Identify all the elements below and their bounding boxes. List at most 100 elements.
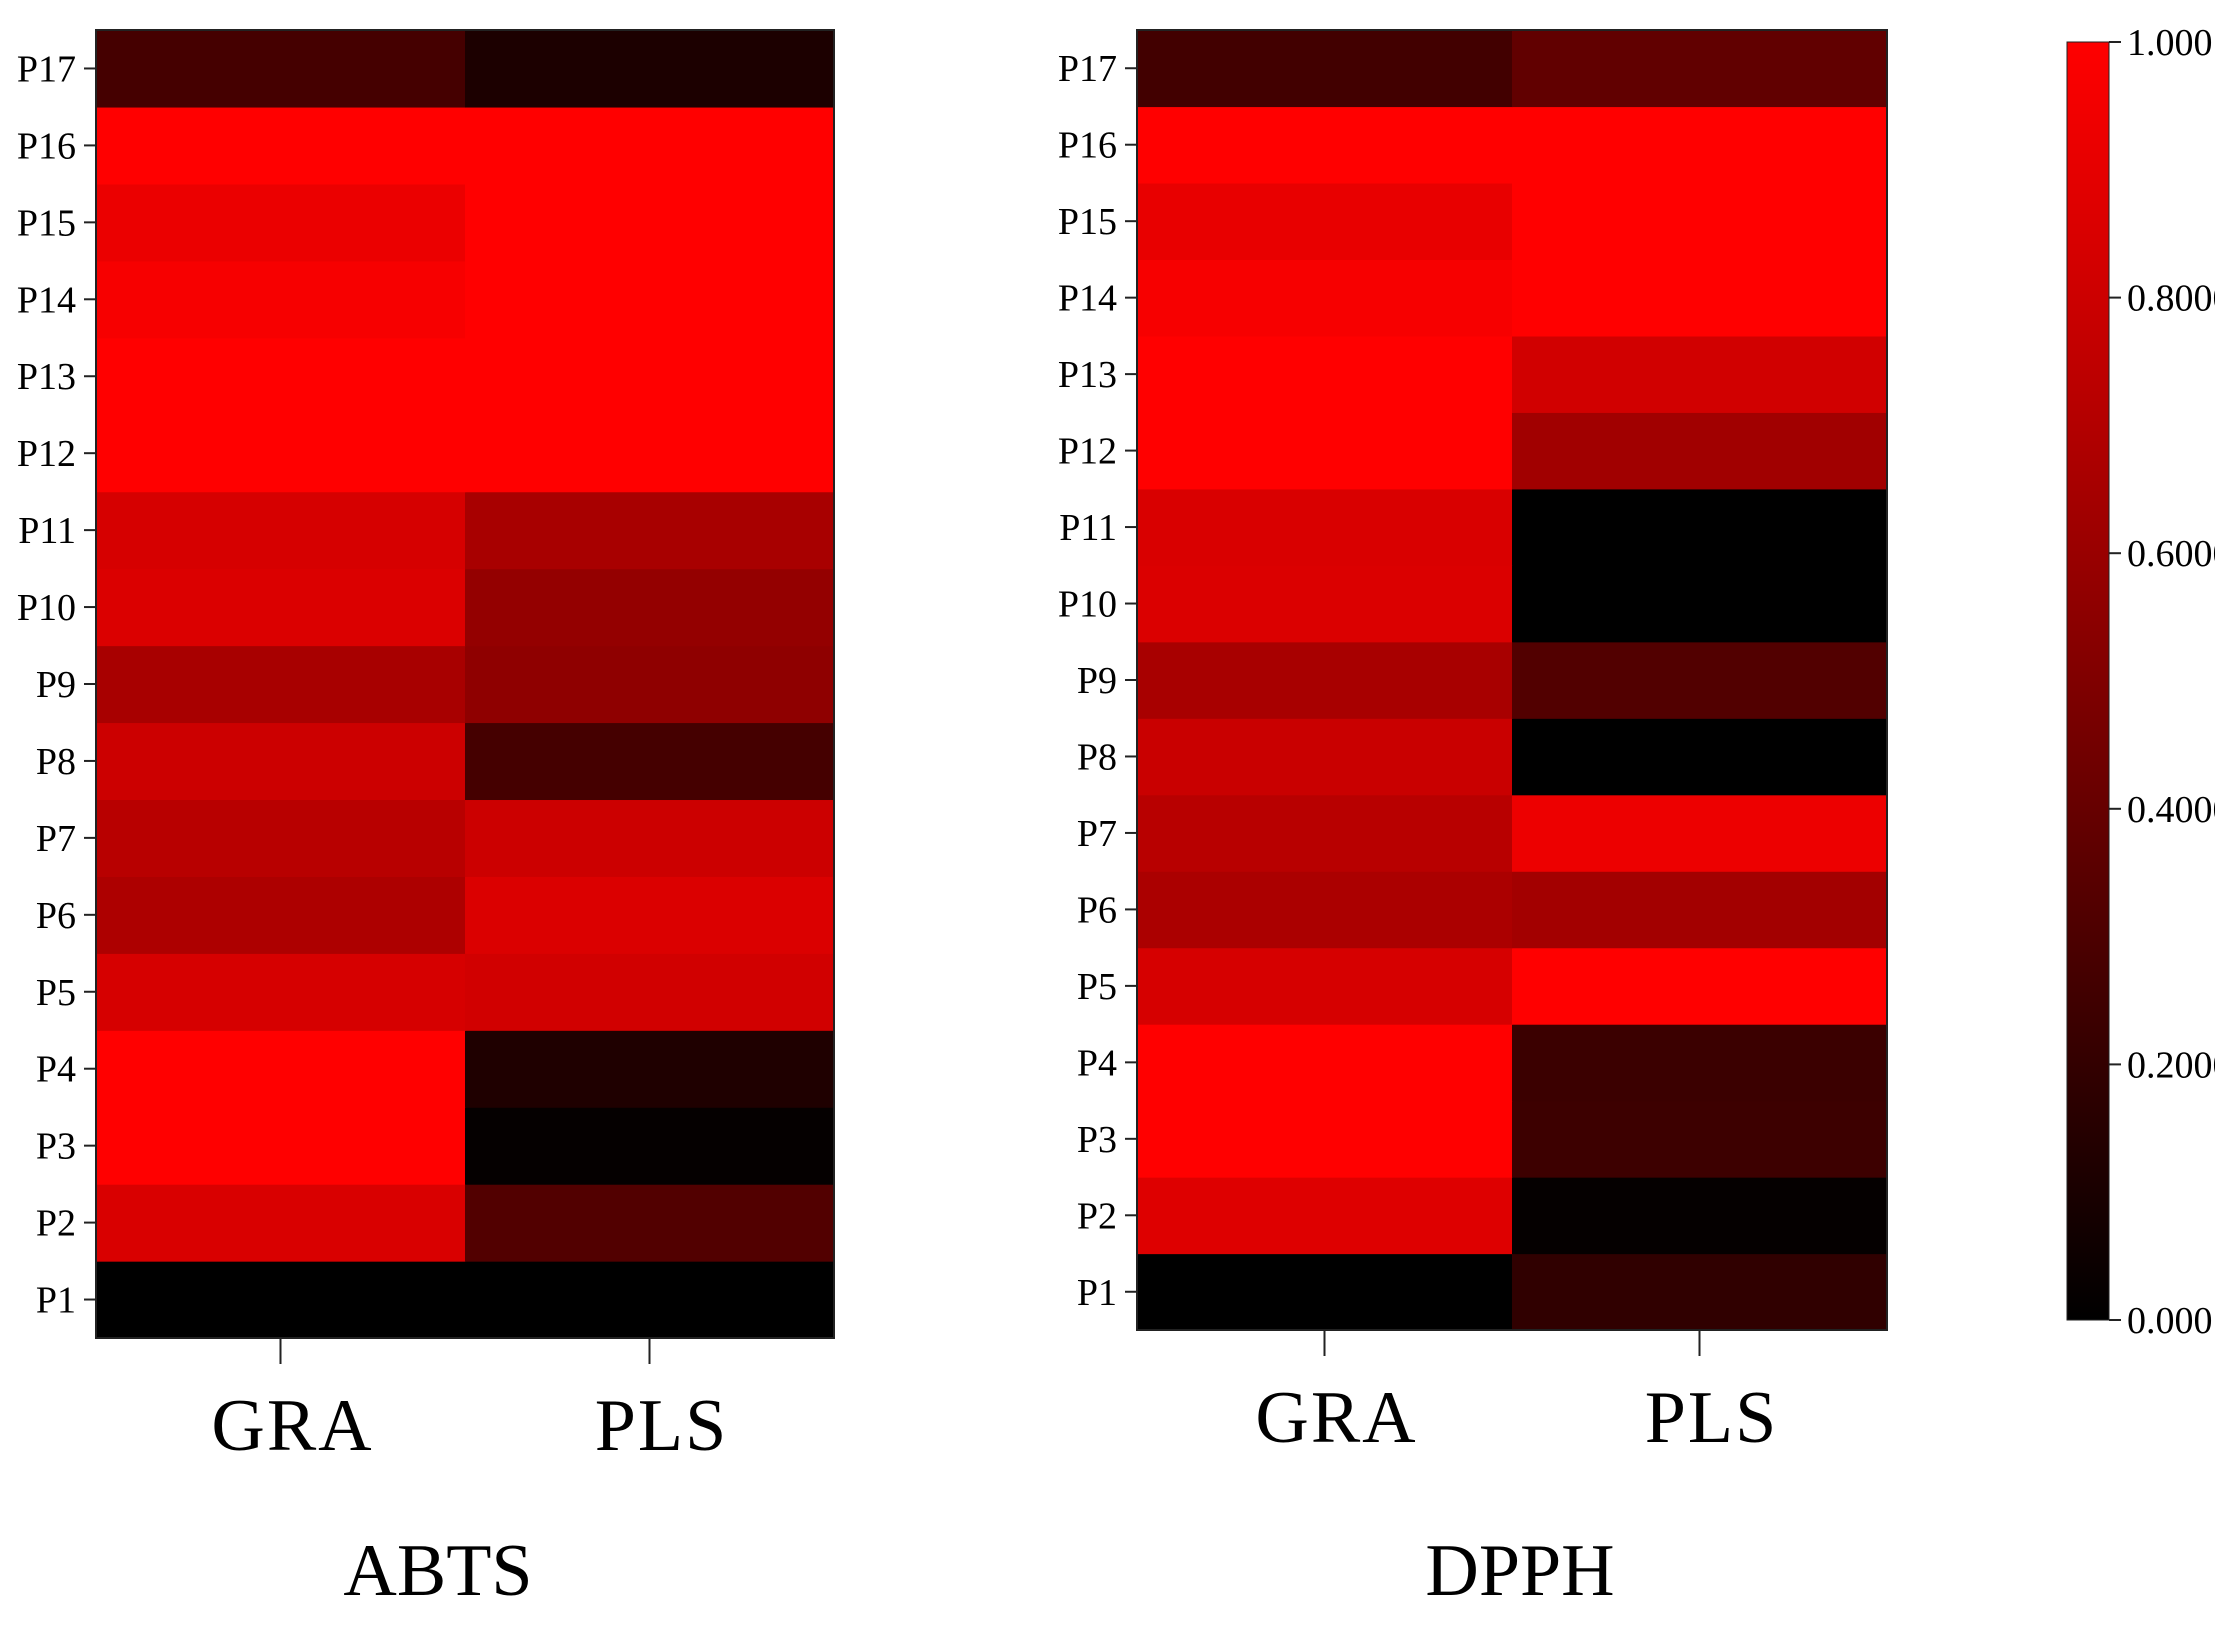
abts-cell-P6-PLS [465, 876, 835, 954]
dpph-column-label-GRA: GRA [1255, 1377, 1417, 1459]
dpph-cell-P14-PLS [1512, 259, 1888, 337]
dpph-row-label-P13: P13 [1058, 354, 1117, 396]
dpph-row-label-P15: P15 [1058, 201, 1117, 243]
colorbar-tick-label-4: 0.8000 [2127, 278, 2215, 320]
abts-cell-P2-GRA [96, 1184, 466, 1262]
dpph-cell-P14-GRA [1137, 259, 1513, 337]
dpph-row-label-P16: P16 [1058, 125, 1117, 167]
colorbar-gradient [2066, 41, 2110, 1321]
dpph-column-label-PLS: PLS [1645, 1377, 1779, 1459]
dpph-row-label-P4: P4 [1077, 1042, 1117, 1084]
abts-cell-P3-PLS [465, 1107, 835, 1185]
abts-cell-P7-GRA [96, 799, 466, 877]
dpph-cell-P1-PLS [1512, 1253, 1888, 1331]
dpph-cell-P4-PLS [1512, 1024, 1888, 1102]
dpph-cell-P7-GRA [1137, 794, 1513, 872]
dpph-cell-P3-GRA [1137, 1100, 1513, 1178]
abts-cell-P10-GRA [96, 568, 466, 647]
dpph-row-label-P17: P17 [1058, 48, 1117, 90]
dpph-cell-P15-PLS [1512, 182, 1888, 261]
abts-cell-P11-PLS [465, 491, 835, 570]
abts-cell-P17-GRA [96, 30, 466, 108]
abts-cell-P12-GRA [96, 414, 466, 493]
abts-row-label-P6: P6 [36, 895, 76, 937]
dpph-cell-P2-PLS [1512, 1177, 1888, 1255]
abts-cell-P2-PLS [465, 1184, 835, 1262]
dpph-column-ticks: GRA PLS [1255, 1330, 1779, 1459]
abts-cell-P13-PLS [465, 337, 835, 416]
dpph-heatmap-panel: P1 P2 P3 P4 P5 P6 P7 P8 P9 P10 P11 P12 P13 P14 P15 P16 P… [1058, 29, 1888, 1612]
dpph-heatmap-cells [1137, 30, 1888, 1331]
abts-row-label-P8: P8 [36, 741, 76, 783]
dpph-cell-P5-PLS [1512, 947, 1888, 1025]
abts-cell-P11-GRA [96, 491, 466, 570]
dpph-panel-title: DPPH [1425, 1530, 1614, 1612]
abts-row-label-P12: P12 [17, 433, 76, 475]
abts-row-label-P1: P1 [36, 1280, 76, 1322]
abts-row-label-P17: P17 [17, 48, 76, 90]
dpph-row-label-P2: P2 [1077, 1195, 1117, 1237]
abts-row-label-P15: P15 [17, 202, 76, 244]
colorbar-tick-label-5: 1.000 [2127, 22, 2213, 64]
dpph-row-label-P6: P6 [1077, 889, 1117, 931]
abts-cell-P16-PLS [465, 106, 835, 185]
abts-row-ticks: P1 P2 P3 P4 P5 P6 P7 P8 P9 P10 P11 P12 P13 P14 P15 P16 P… [17, 48, 96, 1322]
abts-row-label-P2: P2 [36, 1203, 76, 1245]
abts-column-ticks: GRA PLS [211, 1338, 726, 1467]
abts-cell-P17-PLS [465, 30, 835, 108]
dpph-cell-P2-GRA [1137, 1177, 1513, 1255]
abts-cell-P13-GRA [96, 337, 466, 416]
dpph-cell-P5-GRA [1137, 947, 1513, 1025]
dpph-cell-P17-PLS [1512, 30, 1888, 108]
dpph-cell-P15-GRA [1137, 182, 1513, 261]
dpph-row-ticks: P1 P2 P3 P4 P5 P6 P7 P8 P9 P10 P11 P12 P13 P14 P15 P16 P… [1058, 48, 1137, 1314]
abts-cell-P5-GRA [96, 953, 466, 1031]
abts-cell-P14-PLS [465, 260, 835, 339]
abts-row-label-P9: P9 [36, 664, 76, 706]
dpph-cell-P16-GRA [1137, 106, 1513, 184]
dpph-row-label-P14: P14 [1058, 278, 1117, 320]
dpph-row-label-P9: P9 [1077, 660, 1117, 702]
dpph-cell-P7-PLS [1512, 794, 1888, 872]
abts-cell-P9-GRA [96, 645, 466, 724]
dpph-cell-P13-PLS [1512, 335, 1888, 413]
abts-cell-P5-PLS [465, 953, 835, 1031]
dpph-cell-P8-PLS [1512, 718, 1888, 796]
dpph-cell-P11-GRA [1137, 488, 1513, 566]
dpph-cell-P9-GRA [1137, 641, 1513, 719]
dpph-cell-P8-GRA [1137, 718, 1513, 796]
dpph-row-label-P10: P10 [1058, 584, 1117, 626]
abts-row-label-P11: P11 [18, 510, 76, 552]
dpph-cell-P4-GRA [1137, 1024, 1513, 1102]
abts-row-label-P3: P3 [36, 1126, 76, 1168]
abts-cell-P1-PLS [465, 1261, 835, 1339]
dpph-row-label-P7: P7 [1077, 813, 1117, 855]
dpph-row-label-P8: P8 [1077, 736, 1117, 778]
dpph-row-label-P12: P12 [1058, 431, 1117, 473]
abts-cell-P15-GRA [96, 183, 466, 262]
dpph-row-label-P11: P11 [1059, 507, 1117, 549]
abts-column-label-GRA: GRA [211, 1385, 373, 1467]
abts-cell-P12-PLS [465, 414, 835, 493]
abts-row-label-P4: P4 [36, 1049, 76, 1091]
dpph-row-label-P5: P5 [1077, 966, 1117, 1008]
abts-row-label-P16: P16 [17, 125, 76, 167]
dpph-cell-P6-GRA [1137, 871, 1513, 949]
abts-cell-P8-PLS [465, 722, 835, 801]
dpph-row-label-P3: P3 [1077, 1119, 1117, 1161]
abts-heatmap-cells [96, 30, 835, 1339]
dpph-cell-P10-PLS [1512, 565, 1888, 643]
abts-cell-P16-GRA [96, 106, 466, 185]
dpph-cell-P1-GRA [1137, 1253, 1513, 1331]
abts-cell-P7-PLS [465, 799, 835, 877]
dpph-cell-P11-PLS [1512, 488, 1888, 566]
abts-cell-P9-PLS [465, 645, 835, 724]
abts-cell-P4-GRA [96, 1030, 466, 1108]
abts-cell-P8-GRA [96, 722, 466, 801]
dpph-cell-P13-GRA [1137, 335, 1513, 413]
dpph-cell-P10-GRA [1137, 565, 1513, 643]
dpph-cell-P3-PLS [1512, 1100, 1888, 1178]
